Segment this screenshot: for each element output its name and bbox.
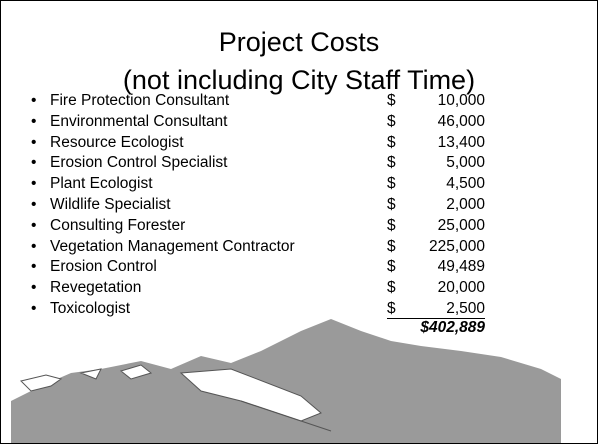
amount: 4,500 [446, 173, 485, 194]
bullet: • [31, 132, 36, 153]
bullet: • [31, 256, 36, 277]
currency: $ [387, 152, 396, 173]
item-label: Erosion Control [50, 256, 157, 277]
item-label: Consulting Forester [50, 215, 185, 236]
bullet: • [31, 152, 36, 173]
currency: $ [387, 236, 396, 257]
currency: $ [387, 194, 396, 215]
bullet: • [31, 298, 36, 319]
currency: $ [387, 173, 396, 194]
amount: 25,000 [438, 215, 485, 236]
cost-row: •Toxicologist$2,500 [1, 298, 597, 319]
item-label: Plant Ecologist [50, 173, 153, 194]
item-label: Environmental Consultant [50, 111, 228, 132]
cost-row: • Erosion Control Specialist $5,000 [1, 152, 597, 173]
currency: $ [387, 90, 396, 111]
cost-row: • Vegetation Management Contractor $225,00… [1, 236, 597, 257]
slide: Project Costs (not including City Staff … [0, 0, 598, 444]
cost-row: • Wildlife Specialist $2,000 [1, 194, 597, 215]
cost-row: • Environmental Consultant $46,000 [1, 111, 597, 132]
cost-row: • Erosion Control $49,489 [1, 256, 597, 277]
currency: $ [387, 277, 396, 298]
cost-row: • Revegetation $20,000 [1, 277, 597, 298]
bullet: • [31, 194, 36, 215]
bullet: • [31, 90, 36, 111]
bullet: • [31, 173, 36, 194]
bullet: • [31, 111, 36, 132]
item-label: Revegetation [50, 277, 141, 298]
amount: 49,489 [438, 256, 485, 277]
currency: $ [387, 256, 396, 277]
currency: $ [387, 111, 396, 132]
total: $402,889 [420, 319, 485, 337]
item-label: Resource Ecologist [50, 132, 184, 153]
cost-row: • Fire Protection Consultant $10,000 [1, 90, 597, 111]
item-label: Vegetation Management Contractor [50, 236, 295, 257]
bullet: • [31, 215, 36, 236]
currency: $ [387, 132, 396, 153]
title-line: Project Costs [1, 27, 597, 58]
bullet: • [31, 236, 36, 257]
item-label: Fire Protection Consultant [50, 90, 229, 111]
item-label: Toxicologist [50, 298, 130, 319]
amount: 13,400 [438, 132, 485, 153]
item-label: Wildlife Specialist [50, 194, 171, 215]
cost-row: • Resource Ecologist $13,400 [1, 132, 597, 153]
amount: 46,000 [438, 111, 485, 132]
underline [387, 298, 485, 319]
cost-row: • Consulting Forester $25,000 [1, 215, 597, 236]
amount: 2,000 [446, 194, 485, 215]
amount: 20,000 [438, 277, 485, 298]
bullet: • [31, 277, 36, 298]
currency: $ [387, 215, 396, 236]
cost-row: • Plant Ecologist $4,500 [1, 173, 597, 194]
amount: 225,000 [429, 236, 485, 257]
item-label: Erosion Control Specialist [50, 152, 227, 173]
amount: 5,000 [446, 152, 485, 173]
amount: 10,000 [438, 90, 485, 111]
